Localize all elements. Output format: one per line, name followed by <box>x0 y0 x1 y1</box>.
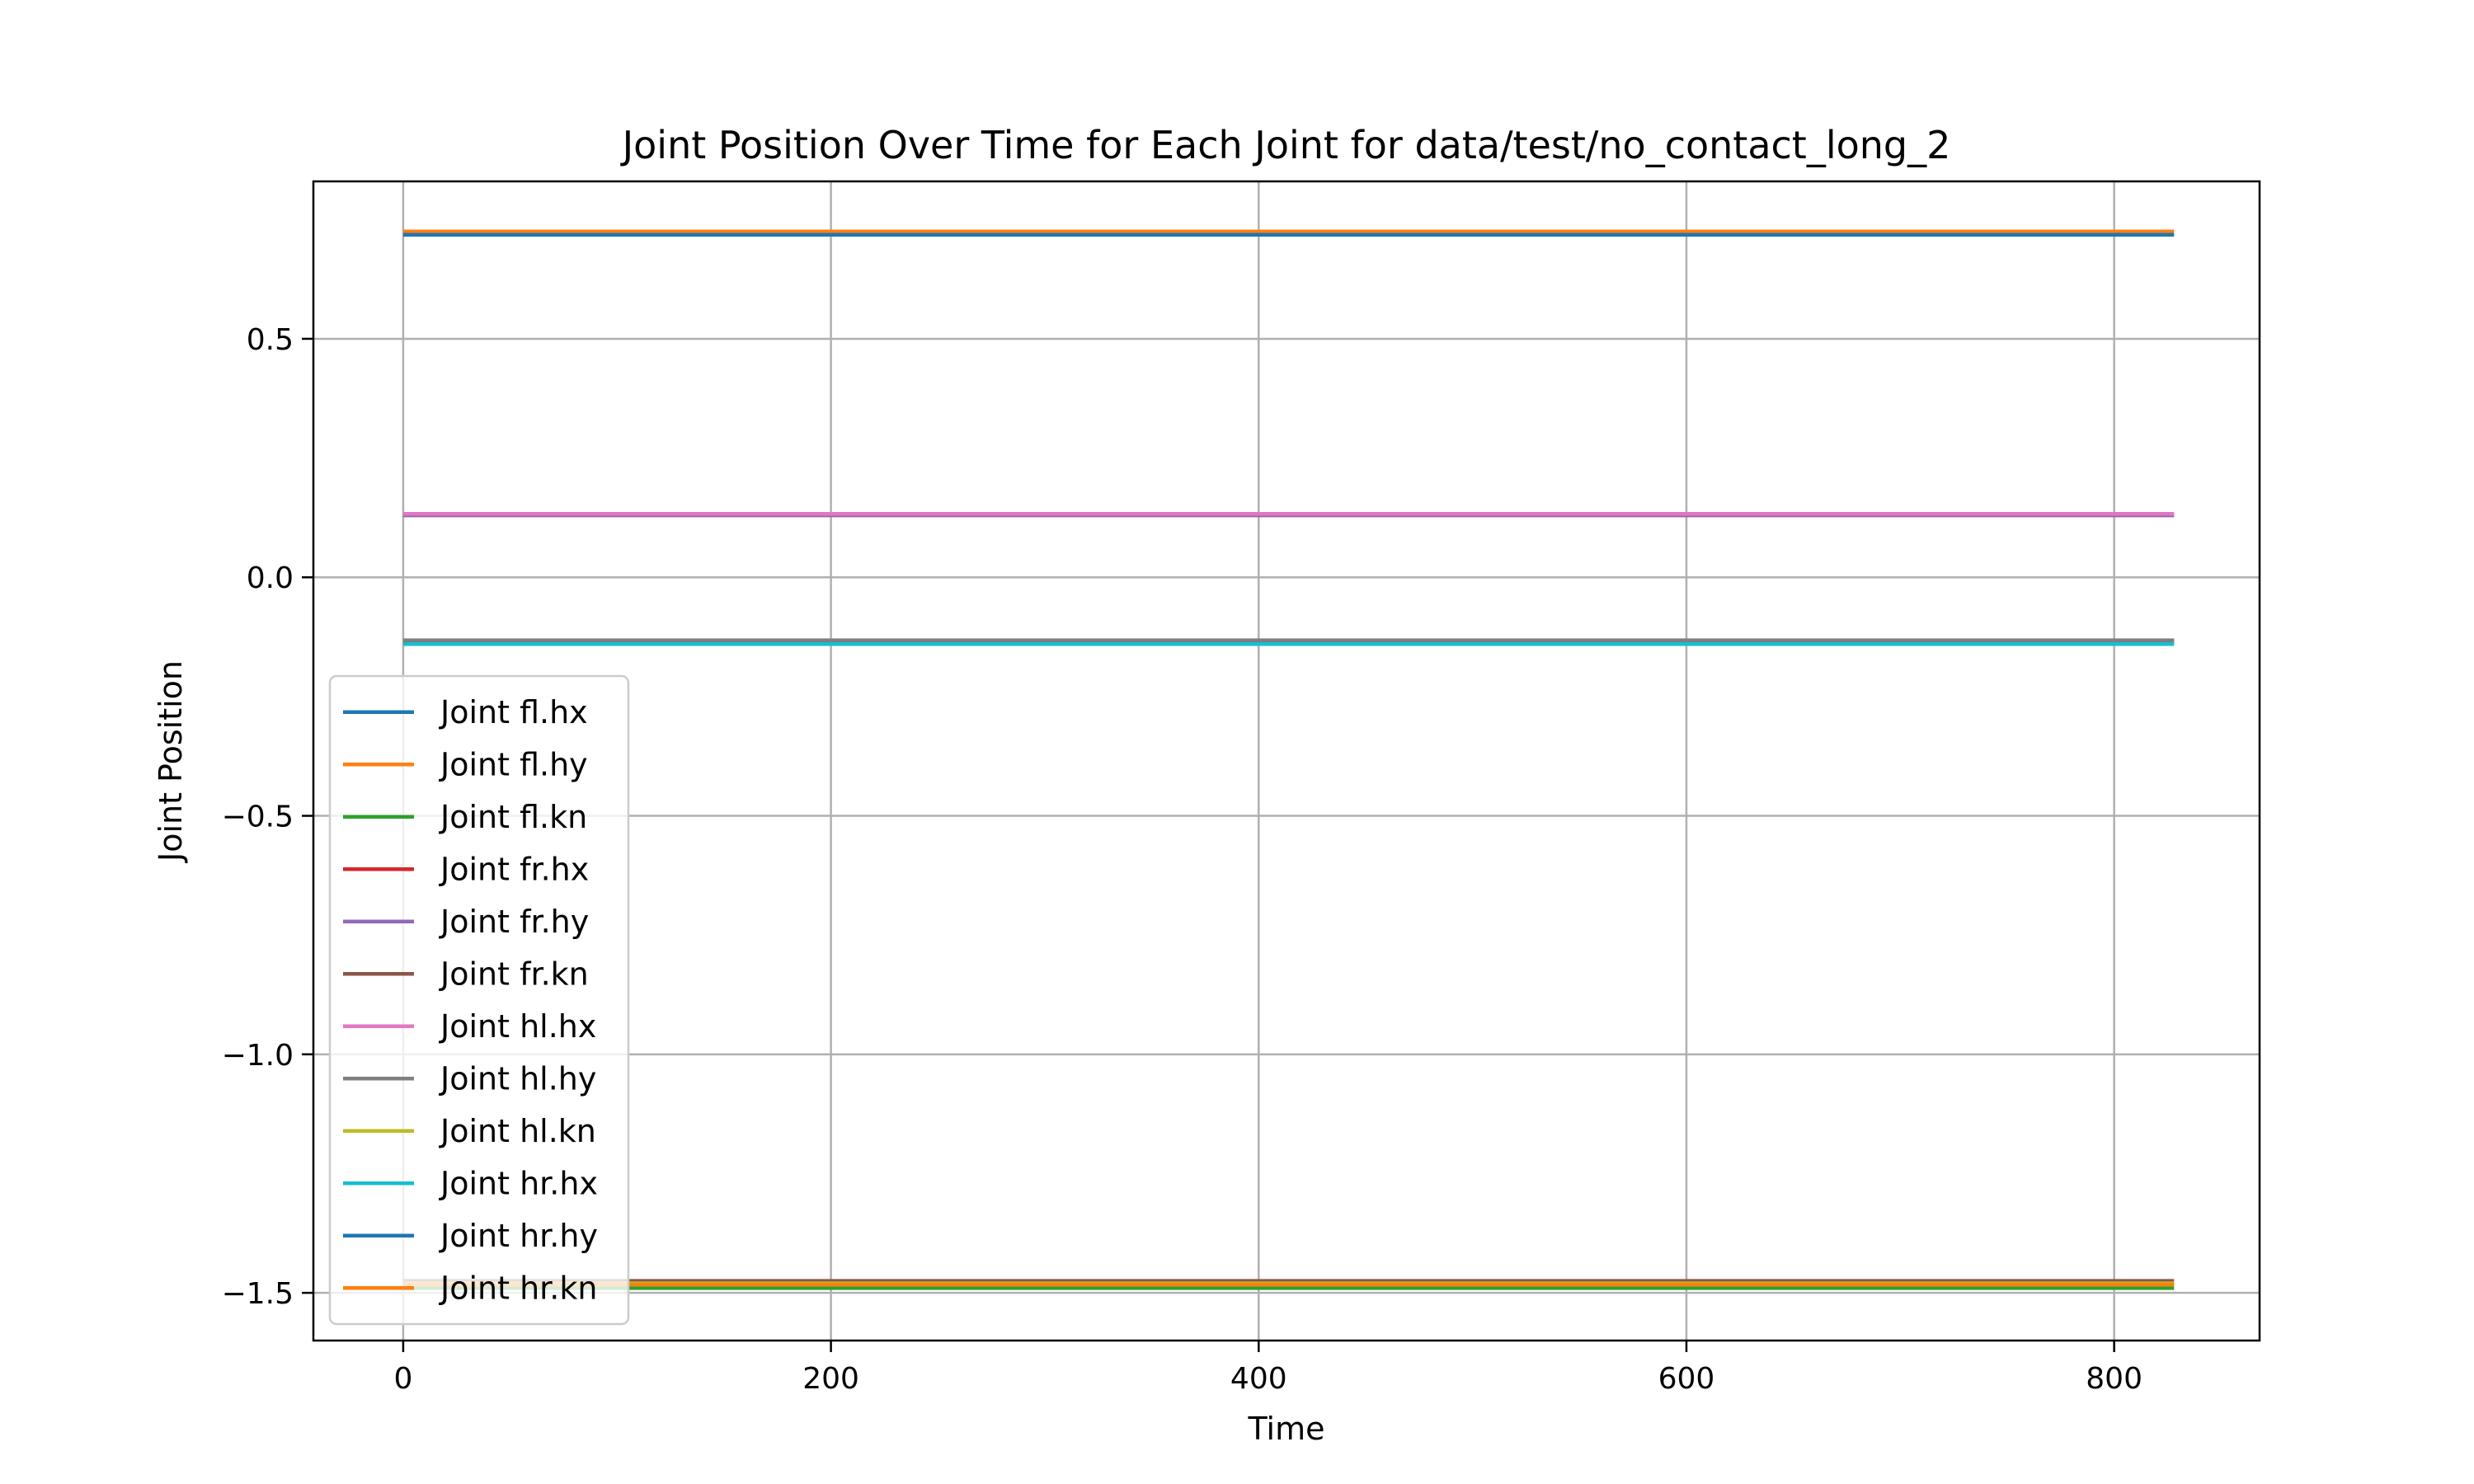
legend-label: Joint hl.hx <box>439 1008 596 1045</box>
x-tick-label: 800 <box>2086 1362 2142 1396</box>
legend-label: Joint fr.hx <box>439 851 589 887</box>
legend-label: Joint hr.hy <box>439 1218 598 1254</box>
legend-label: Joint hr.kn <box>439 1270 597 1306</box>
chart-title: Joint Position Over Time for Each Joint … <box>620 123 1951 167</box>
y-tick-label: −1.0 <box>222 1039 294 1073</box>
y-axis-label: Joint Position <box>153 660 189 863</box>
x-tick-label: 400 <box>1230 1362 1287 1396</box>
y-tick-label: 0.5 <box>247 323 294 357</box>
legend-label: Joint fl.hx <box>439 694 588 730</box>
x-tick-label: 0 <box>393 1362 412 1396</box>
x-axis-label: Time <box>1248 1411 1325 1447</box>
y-tick-label: −1.5 <box>222 1277 294 1311</box>
x-tick-label: 600 <box>1658 1362 1715 1396</box>
legend-label: Joint fr.kn <box>439 956 589 992</box>
x-tick-label: 200 <box>802 1362 859 1396</box>
legend-label: Joint hl.kn <box>439 1113 596 1149</box>
y-tick-label: −0.5 <box>222 801 294 834</box>
grid <box>313 181 2260 1341</box>
series-lines <box>402 229 2175 1290</box>
legend: Joint fl.hx Joint fl.hy Joint fl.kn Joint f… <box>328 674 630 1326</box>
legend-label: Joint hr.hx <box>439 1165 598 1201</box>
legend-label: Joint fl.kn <box>439 799 587 835</box>
legend-label: Joint hl.hy <box>439 1060 596 1097</box>
y-tick-label: 0.0 <box>247 561 294 595</box>
legend-box <box>328 674 630 1326</box>
plot-frame <box>312 180 2261 1342</box>
legend-label: Joint fr.hy <box>439 904 589 940</box>
axis-ticks: 0 200 400 600 800 −1.5 −1.0 −0.5 0.0 0.5 <box>222 323 2142 1396</box>
legend-label: Joint fl.hy <box>439 746 588 782</box>
